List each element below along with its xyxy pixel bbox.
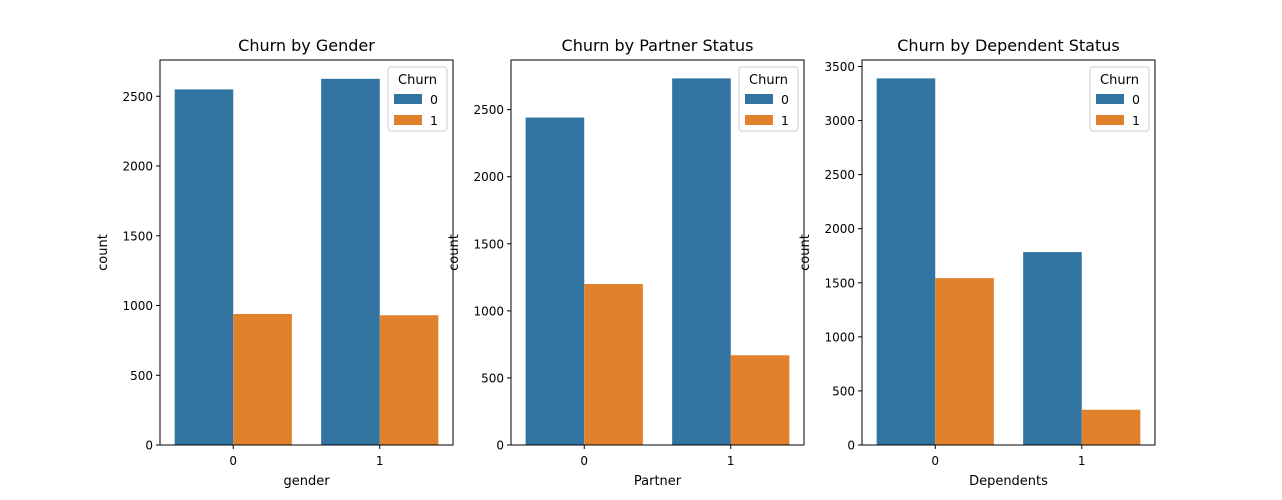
bar-churn-1-cat-0 <box>584 284 643 445</box>
legend-swatch <box>394 115 422 125</box>
y-tick-label: 1000 <box>824 330 855 344</box>
x-tick-label: 0 <box>931 454 939 468</box>
y-tick-label: 1000 <box>122 299 153 313</box>
x-axis-label: Dependents <box>969 474 1048 489</box>
y-tick-label: 2000 <box>473 170 504 184</box>
y-tick-label: 2000 <box>122 160 153 174</box>
x-tick-label: 0 <box>580 454 588 468</box>
legend-entry-label: 1 <box>781 113 789 128</box>
legend-title: Churn <box>398 73 437 88</box>
legend-swatch <box>394 94 422 104</box>
bar-churn-0-cat-0 <box>174 89 234 446</box>
y-tick-label: 3000 <box>824 114 855 128</box>
bar-churn-1-cat-1 <box>379 315 439 445</box>
x-tick-label: 0 <box>229 454 237 468</box>
y-tick-label: 3500 <box>824 60 855 74</box>
plot-frame <box>510 59 805 446</box>
y-tick-label: 0 <box>847 439 855 453</box>
legend: Churn 0 1 <box>738 66 799 132</box>
y-axis-label: count <box>798 234 813 271</box>
panel-dependents: Churn by Dependent Status Dependents cou… <box>798 36 1156 489</box>
bar-churn-0-cat-1 <box>321 78 380 445</box>
y-tick-label: 500 <box>832 384 855 398</box>
chart-title: Churn by Gender <box>238 36 375 55</box>
plot-frame <box>861 59 1156 446</box>
chart-title: Churn by Dependent Status <box>897 36 1119 55</box>
y-tick-label: 2500 <box>824 168 855 182</box>
y-tick-label: 1000 <box>473 304 504 318</box>
plot-frame <box>159 59 454 446</box>
x-axis-label: Partner <box>634 474 682 489</box>
bar-churn-1-cat-0 <box>935 278 994 445</box>
y-tick-label: 500 <box>130 369 153 383</box>
bar-churn-1-cat-1 <box>1081 409 1141 445</box>
legend-entry-label: 1 <box>430 113 438 128</box>
y-tick-label: 2500 <box>473 103 504 117</box>
y-tick-label: 500 <box>481 371 504 385</box>
y-tick-label: 2000 <box>824 222 855 236</box>
x-tick-label: 1 <box>376 454 384 468</box>
panel-partner: Churn by Partner Status Partner count 0 5… <box>447 36 805 489</box>
legend-swatch <box>745 94 773 104</box>
bar-churn-0-cat-0 <box>525 117 585 446</box>
bar-churn-1-cat-0 <box>233 314 292 445</box>
bar-churn-0-cat-1 <box>1023 252 1082 445</box>
chart-title: Churn by Partner Status <box>562 36 754 55</box>
bar-churn-0-cat-0 <box>876 78 936 445</box>
bar-churn-0-cat-1 <box>672 78 731 445</box>
x-tick-label: 1 <box>727 454 735 468</box>
y-tick-label: 2500 <box>122 90 153 104</box>
legend: Churn 0 1 <box>387 66 448 132</box>
y-tick-label: 0 <box>496 439 504 453</box>
x-axis-label: gender <box>283 474 330 489</box>
y-tick-label: 1500 <box>122 229 153 243</box>
legend-entry-label: 0 <box>430 92 438 107</box>
y-tick-label: 0 <box>145 439 153 453</box>
legend-entry-label: 1 <box>1132 113 1140 128</box>
panel-gender: Churn by Gender gender count 0 500 1000 150… <box>96 36 454 489</box>
legend-swatch <box>1096 115 1124 125</box>
legend-title: Churn <box>1100 73 1139 88</box>
legend-swatch <box>745 115 773 125</box>
y-tick-label: 1500 <box>824 276 855 290</box>
y-axis-label: count <box>447 234 462 271</box>
y-axis-label: count <box>96 234 111 271</box>
x-tick-label: 1 <box>1078 454 1086 468</box>
legend: Churn 0 1 <box>1089 66 1150 132</box>
legend-entry-label: 0 <box>781 92 789 107</box>
bar-churn-1-cat-1 <box>730 355 790 445</box>
legend-swatch <box>1096 94 1124 104</box>
legend-title: Churn <box>749 73 788 88</box>
y-tick-label: 1500 <box>473 237 504 251</box>
legend-entry-label: 0 <box>1132 92 1140 107</box>
